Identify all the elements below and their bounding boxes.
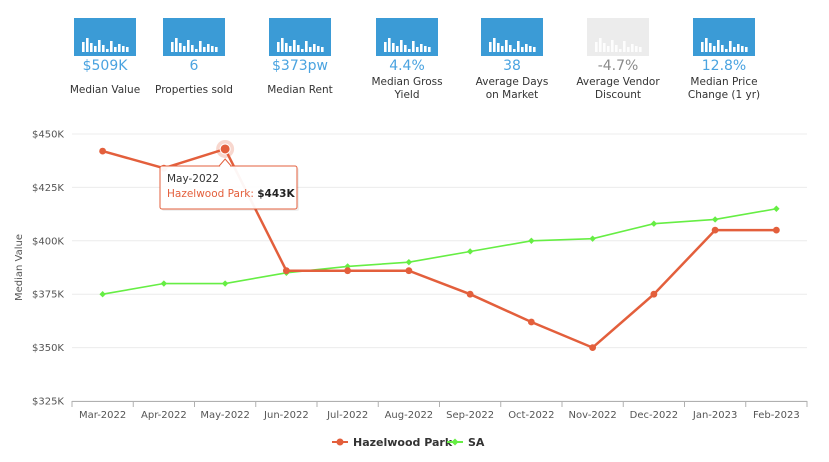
- bar-chart-icon: [74, 18, 136, 56]
- legend: Hazelwood Park SA: [332, 436, 485, 449]
- stat-value: $373pw: [272, 58, 328, 74]
- data-point-sa: [466, 248, 474, 255]
- y-tick-label: $425K: [32, 183, 64, 194]
- stat-label-line1: Average Days: [475, 76, 549, 88]
- legend-marker: [451, 438, 459, 446]
- data-point-sa: [405, 258, 413, 266]
- tooltip-value: $443K: [257, 188, 295, 200]
- stat-value: $509K: [82, 58, 128, 74]
- x-tick-label: Feb-2023: [753, 410, 800, 421]
- x-tick-label: Sep-2022: [446, 410, 494, 421]
- x-tick-label: Jul-2022: [326, 410, 368, 421]
- bar-chart-icon: [376, 18, 438, 56]
- data-point-hazelwood-park: [527, 318, 535, 326]
- stat-value: 12.8%: [701, 58, 747, 74]
- x-tick-label: May-2022: [200, 410, 250, 421]
- stat-label-line2: on Market: [485, 89, 539, 101]
- stat-label-line1: Average Vendor: [576, 76, 660, 88]
- data-point-hazelwood-park: [711, 226, 719, 234]
- bar-chart-icon: [163, 18, 225, 56]
- stat-value: 6: [189, 58, 199, 74]
- legend-label: SA: [468, 436, 485, 449]
- series-line-hazelwood-park: [102, 147, 777, 350]
- data-point-sa: [528, 237, 535, 244]
- data-point-sa: [589, 235, 596, 242]
- data-point-sa: [650, 220, 658, 227]
- stat-average-days-on-market[interactable]: 38 Average Days on Market: [457, 18, 567, 102]
- data-point-sa: [773, 205, 780, 212]
- data-point-sa: [160, 280, 168, 287]
- stat-label: Median Gross Yield: [352, 76, 462, 102]
- stat-label-line1: Median Gross: [371, 76, 443, 88]
- data-point-sa: [711, 216, 719, 223]
- stat-label: Median Value: [69, 84, 141, 96]
- stat-label: Average Days on Market: [457, 76, 567, 102]
- legend-marker: [336, 438, 344, 446]
- y-tick-label: $325K: [32, 397, 64, 408]
- y-tick-label: $450K: [32, 130, 64, 141]
- stat-median-gross-yield[interactable]: 4.4% Median Gross Yield: [352, 18, 462, 102]
- y-axis-title: Median Value: [14, 234, 25, 301]
- y-tick-label: $400K: [32, 236, 64, 247]
- bar-chart-icon: [693, 18, 755, 56]
- data-point-sa: [99, 291, 106, 298]
- x-tick-label: Mar-2022: [79, 410, 126, 421]
- x-tick-label: Oct-2022: [508, 410, 554, 421]
- stat-median-price-change[interactable]: 12.8% Median Price Change (1 yr): [669, 18, 779, 102]
- stat-label: Median Price Change (1 yr): [669, 76, 779, 102]
- data-point-hazelwood-park: [344, 267, 352, 275]
- y-tick-label: $375K: [32, 290, 64, 301]
- stat-label: Median Rent: [267, 84, 333, 96]
- stat-label-line2: Discount: [594, 89, 642, 101]
- tooltip-arrow: [218, 158, 232, 167]
- x-tick-label: Aug-2022: [385, 410, 434, 421]
- data-point-hazelwood-park: [282, 267, 290, 275]
- stat-label: Average Vendor Discount: [563, 76, 673, 102]
- legend-item-hazelwood-park[interactable]: Hazelwood Park: [332, 436, 453, 449]
- legend-item-sa[interactable]: SA: [447, 436, 485, 449]
- data-point-sa: [221, 280, 229, 287]
- stat-median-rent[interactable]: $373pw Median Rent: [245, 18, 355, 97]
- bar-chart-icon: [587, 18, 649, 56]
- data-point-hazelwood-park: [405, 267, 413, 275]
- stat-label-line2: Yield: [394, 89, 420, 101]
- data-point-hazelwood-park: [466, 290, 474, 298]
- bar-chart-icon: [481, 18, 543, 56]
- y-tick-label: $350K: [32, 343, 64, 354]
- tooltip-title: May-2022: [167, 173, 219, 185]
- stat-value: 4.4%: [389, 58, 425, 74]
- stat-median-value[interactable]: $509K Median Value: [50, 18, 160, 97]
- tooltip-value-line: Hazelwood Park: $443K: [167, 188, 295, 200]
- data-point-hazelwood-park: [99, 147, 107, 155]
- x-tick-label: Nov-2022: [568, 410, 616, 421]
- x-tick-label: Jun-2022: [263, 410, 309, 421]
- data-point-hazelwood-park: [589, 344, 597, 351]
- hover-point: [219, 143, 231, 155]
- x-tick-label: Jan-2023: [692, 410, 737, 421]
- series-line-sa: [102, 207, 777, 295]
- tooltip-series-name: Hazelwood Park:: [167, 188, 257, 200]
- data-point-hazelwood-park: [772, 226, 780, 234]
- stat-value: 38: [503, 58, 521, 74]
- stat-label: Properties sold: [155, 84, 233, 96]
- stat-label-line2: Change (1 yr): [687, 89, 761, 101]
- data-point-hazelwood-park: [650, 290, 658, 298]
- stat-label-line1: Median Price: [690, 76, 758, 88]
- x-tick-label: Dec-2022: [630, 410, 678, 421]
- x-tick-label: Apr-2022: [141, 410, 187, 421]
- stat-properties-sold[interactable]: 6 Properties sold: [139, 18, 249, 97]
- tooltip: May-2022 Hazelwood Park: $443K: [159, 158, 299, 211]
- bar-chart-icon: [269, 18, 331, 56]
- stat-average-vendor-discount[interactable]: -4.7% Average Vendor Discount: [563, 18, 673, 102]
- stat-value: -4.7%: [597, 58, 639, 74]
- legend-label: Hazelwood Park: [353, 436, 453, 449]
